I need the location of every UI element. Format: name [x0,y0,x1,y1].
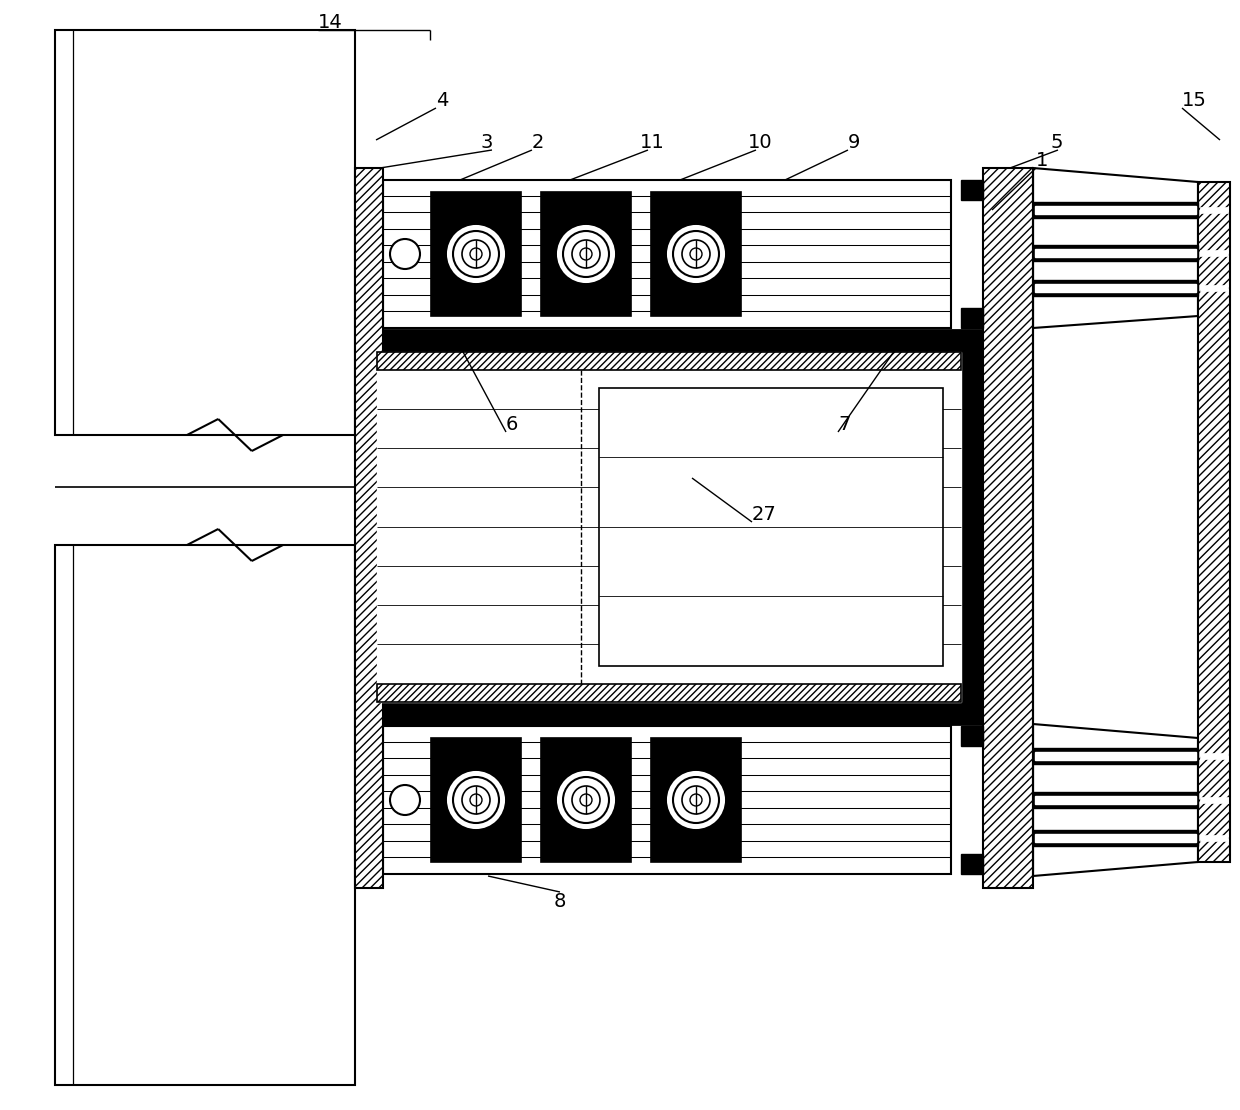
Bar [541,738,631,862]
Bar [383,726,951,874]
Text: 4: 4 [436,91,449,110]
Bar [541,192,631,316]
Bar [651,192,742,316]
Circle shape [453,231,498,278]
Bar [1033,793,1198,808]
Text: 14: 14 [317,12,342,31]
Circle shape [448,226,503,282]
Circle shape [563,777,609,823]
Bar [1033,280,1198,296]
Text: 5: 5 [1050,133,1063,152]
Bar [1200,797,1228,803]
Text: 2: 2 [532,133,544,152]
Bar [1200,285,1228,291]
Circle shape [563,231,609,278]
Bar [961,180,983,200]
Circle shape [673,777,719,823]
Bar [961,307,983,327]
Polygon shape [1033,168,1198,327]
Bar [1035,796,1197,804]
Circle shape [558,771,614,828]
Bar [55,30,355,435]
Text: 15: 15 [1182,91,1207,110]
Text: 1: 1 [1035,151,1048,170]
Bar [355,168,383,888]
Circle shape [682,786,711,814]
Bar [1035,751,1197,760]
Text: 11: 11 [640,133,665,152]
Circle shape [391,785,420,815]
Bar [599,388,942,666]
Text: 3: 3 [480,133,492,152]
Bar [1033,245,1198,261]
Bar [983,168,1033,888]
Circle shape [572,786,600,814]
Circle shape [463,786,490,814]
Text: 9: 9 [848,133,861,152]
Text: 8: 8 [554,892,567,911]
Circle shape [391,239,420,269]
Bar [1200,835,1228,841]
Text: 7: 7 [838,415,851,434]
Bar [1035,834,1197,842]
Circle shape [668,771,724,828]
Bar [377,352,961,370]
Circle shape [470,794,482,806]
Bar [1035,206,1197,214]
Bar [1035,249,1197,258]
Circle shape [558,226,614,282]
Bar [383,180,951,327]
Bar [1200,753,1228,759]
Bar [961,854,983,874]
Circle shape [453,777,498,823]
Circle shape [572,240,600,268]
Bar [432,738,521,862]
Text: 10: 10 [748,133,773,152]
Bar [1200,206,1228,213]
Circle shape [668,226,724,282]
Circle shape [470,248,482,260]
Circle shape [673,231,719,278]
Bar [1033,748,1198,764]
Bar [1198,182,1230,862]
Bar [377,684,961,702]
Bar [651,738,742,862]
Bar [55,545,355,1084]
Circle shape [448,771,503,828]
Text: 27: 27 [751,505,776,525]
Circle shape [580,248,591,260]
Circle shape [689,794,702,806]
Bar [432,192,521,316]
Text: 6: 6 [506,415,518,434]
Polygon shape [1033,724,1198,876]
Circle shape [689,248,702,260]
Circle shape [463,240,490,268]
Bar [377,352,961,702]
Bar [1035,284,1197,292]
Circle shape [580,794,591,806]
Bar [1033,830,1198,846]
Bar [1033,202,1198,218]
Circle shape [682,240,711,268]
Bar [355,330,983,724]
Bar [961,726,983,746]
Bar [1200,250,1228,256]
